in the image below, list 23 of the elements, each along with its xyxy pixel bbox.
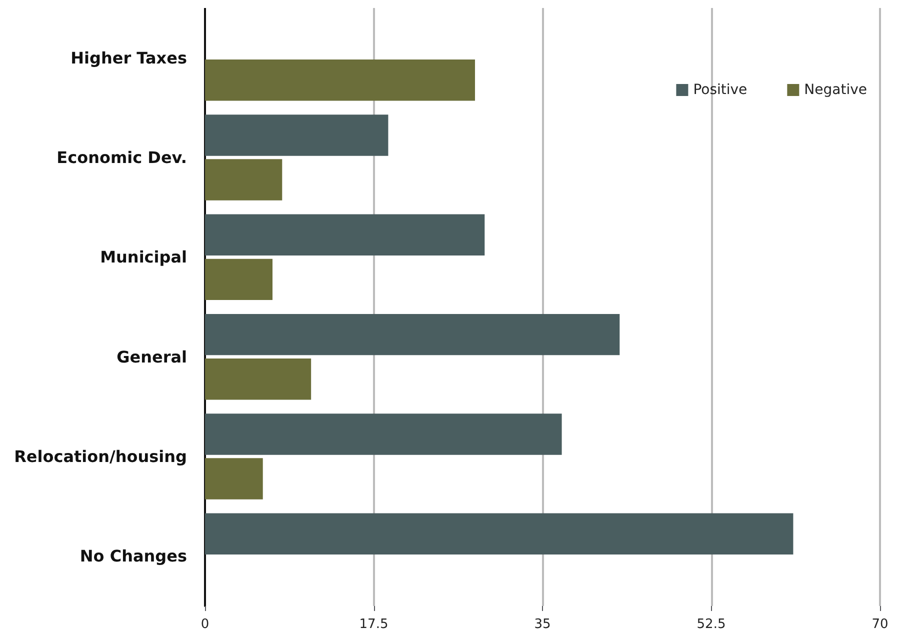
bar <box>205 114 388 156</box>
x-tick-label: 0 <box>200 617 210 632</box>
y-tick-label: Economic Dev. <box>56 148 187 167</box>
y-tick-label: General <box>116 347 187 366</box>
x-tick-label: 52.5 <box>696 617 726 632</box>
bar <box>205 414 562 455</box>
y-tick-label: Relocation/housing <box>14 447 187 466</box>
bar <box>205 214 485 256</box>
y-tick-label: Municipal <box>100 248 187 267</box>
bar <box>205 513 794 555</box>
legend-label: Positive <box>693 82 748 98</box>
bar <box>205 159 282 200</box>
bar <box>205 314 620 356</box>
bar <box>205 59 475 101</box>
x-tick-label: 70 <box>872 617 888 632</box>
bar <box>205 458 263 500</box>
x-tick-label: 17.5 <box>359 617 388 632</box>
x-tick-label: 35 <box>534 617 551 632</box>
bar <box>205 258 272 300</box>
legend-label: Negative <box>804 82 868 98</box>
y-tick-label: No Changes <box>80 546 187 566</box>
bar <box>205 358 312 400</box>
y-tick-label: Higher Taxes <box>70 48 187 68</box>
